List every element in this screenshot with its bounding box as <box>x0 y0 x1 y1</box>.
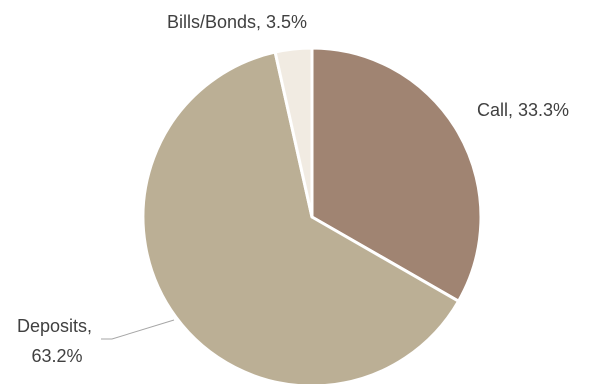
data-label-call: Call, 33.3% <box>477 100 569 120</box>
pie-slice-deposits <box>141 50 461 384</box>
pie-slice-call <box>310 46 483 303</box>
data-label-deposits: Deposits, 63.2% <box>17 316 97 366</box>
pie-slice-bills-bonds <box>273 46 314 219</box>
data-label-deposits-line-1: Deposits, <box>17 316 92 336</box>
leader-line-deposits <box>101 319 175 340</box>
data-label-bills-bonds: Bills/Bonds, 3.5% <box>167 12 307 32</box>
pie-slices <box>141 46 483 384</box>
data-label-deposits-line-2: 63.2% <box>31 346 82 366</box>
